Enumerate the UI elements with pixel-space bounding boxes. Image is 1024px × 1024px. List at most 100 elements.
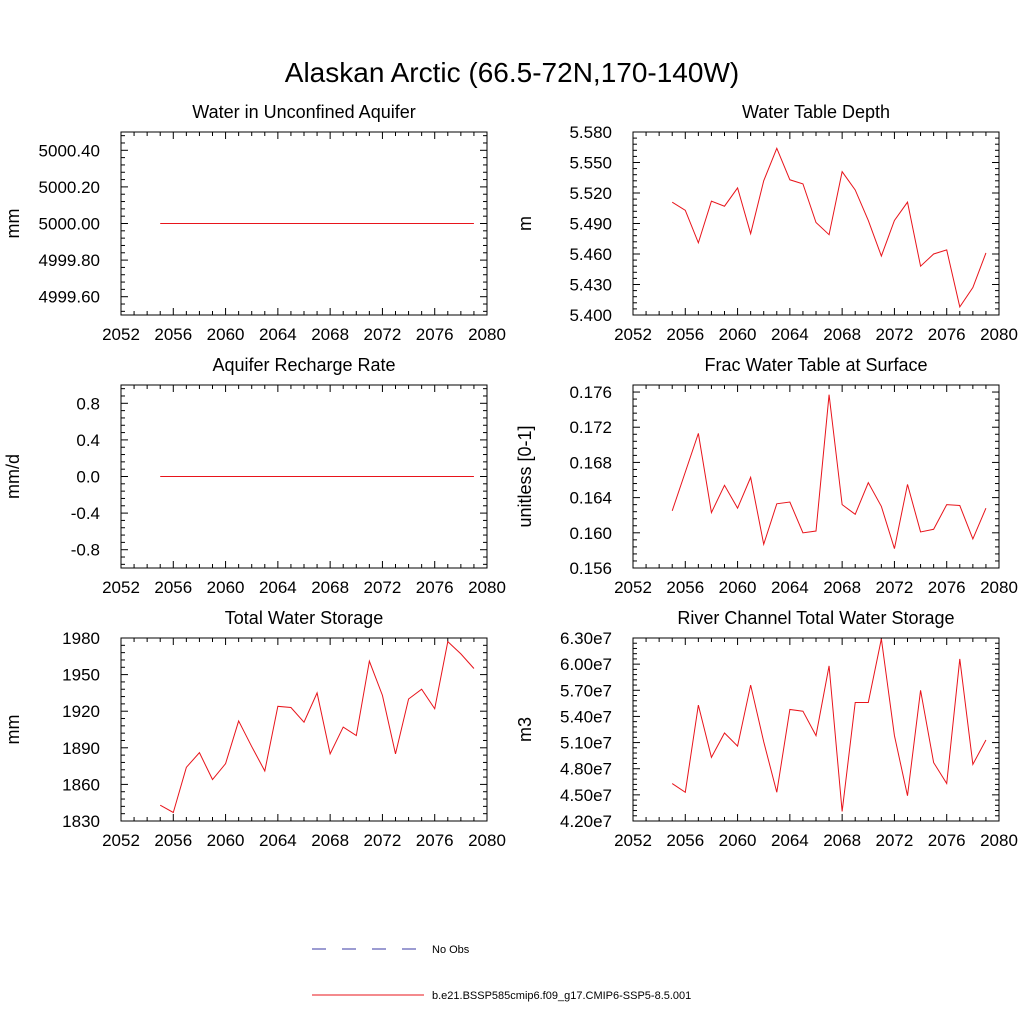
x-tick-label: 2072 [876, 578, 914, 597]
x-tick-label: 2068 [311, 325, 349, 344]
x-tick-label: 2056 [666, 325, 704, 344]
x-tick-label: 2056 [154, 325, 192, 344]
series-line [671, 146, 987, 309]
y-tick-label: 1890 [62, 739, 100, 758]
x-tick-label: 2072 [364, 325, 402, 344]
series-line [671, 638, 987, 812]
y-tick-label: 1950 [62, 666, 100, 685]
plot-frame [632, 131, 1000, 316]
y-tick-label: 0.176 [569, 383, 612, 402]
y-tick-label: 5.430 [569, 276, 612, 295]
x-tick-label: 2076 [928, 325, 966, 344]
plot-frame [632, 384, 1000, 569]
x-tick-label: 2056 [666, 578, 704, 597]
y-tick-label: 5.400 [569, 306, 612, 325]
x-tick-label: 2080 [468, 578, 506, 597]
y-tick-label: 0.168 [569, 453, 612, 472]
y-tick-label: -0.4 [71, 504, 100, 523]
x-tick-label: 2056 [154, 831, 192, 850]
y-tick-label: 0.4 [76, 431, 100, 450]
y-tick-label: 6.00e7 [560, 655, 612, 674]
y-axis-label: mm/d [3, 454, 23, 499]
y-tick-label: 1920 [62, 702, 100, 721]
x-tick-label: 2064 [259, 325, 297, 344]
panel-4: Frac Water Table at Surface unitless [0-1… [515, 355, 1018, 597]
x-tick-label: 2072 [876, 325, 914, 344]
x-tick-label: 2060 [207, 325, 245, 344]
x-tick-label: 2064 [259, 831, 297, 850]
y-tick-label: 5000.00 [39, 215, 100, 234]
x-tick-label: 2052 [102, 578, 140, 597]
y-tick-label: 1980 [62, 629, 100, 648]
y-axis-label: mm [3, 209, 23, 239]
x-tick-label: 2076 [416, 325, 454, 344]
x-tick-label: 2080 [980, 325, 1018, 344]
y-tick-label: 5.490 [569, 215, 612, 234]
x-tick-label: 2052 [102, 831, 140, 850]
panel-1: Water in Unconfined Aquifer mm 2052 2056 206… [3, 102, 506, 344]
y-tick-label: 1830 [62, 812, 100, 831]
legend-model-label: b.e21.BSSP585cmip6.f09_g17.CMIP6-SSP5-8.… [432, 990, 691, 1002]
x-tick-label: 2068 [823, 831, 861, 850]
y-tick-label: 5.70e7 [560, 681, 612, 700]
y-tick-label: 0.164 [569, 489, 612, 508]
y-tick-label: 4.80e7 [560, 760, 612, 779]
figure-title: Alaskan Arctic (66.5-72N,170-140W) [285, 57, 739, 88]
y-tick-label: 6.30e7 [560, 629, 612, 648]
x-tick-label: 2060 [207, 578, 245, 597]
panel-title: Frac Water Table at Surface [704, 355, 927, 375]
panels: Water in Unconfined Aquifer mm 2052 2056 206… [3, 102, 1018, 850]
panel-6: River Channel Total Water Storage m3 2052 2… [515, 608, 1018, 850]
x-tick-label: 2072 [876, 831, 914, 850]
x-tick-label: 2080 [980, 831, 1018, 850]
y-tick-label: 5.550 [569, 154, 612, 173]
legend: No Obs b.e21.BSSP585cmip6.f09_g17.CMIP6-… [312, 944, 691, 1002]
x-tick-label: 2052 [614, 831, 652, 850]
y-tick-label: 0.160 [569, 524, 612, 543]
panel-title: Water in Unconfined Aquifer [192, 102, 415, 122]
x-tick-label: 2060 [719, 831, 757, 850]
y-tick-label: 5.580 [569, 123, 612, 142]
panel-title: Aquifer Recharge Rate [212, 355, 395, 375]
x-tick-label: 2060 [207, 831, 245, 850]
y-tick-label: 0.156 [569, 559, 612, 578]
x-tick-label: 2068 [823, 325, 861, 344]
x-tick-label: 2056 [154, 578, 192, 597]
x-tick-label: 2052 [102, 325, 140, 344]
x-tick-label: 2064 [771, 578, 809, 597]
panel-title: Total Water Storage [225, 608, 383, 628]
x-tick-label: 2072 [364, 578, 402, 597]
x-tick-label: 2052 [614, 325, 652, 344]
x-tick-label: 2076 [928, 831, 966, 850]
y-tick-label: 5.460 [569, 245, 612, 264]
x-tick-label: 2068 [823, 578, 861, 597]
x-tick-label: 2068 [311, 831, 349, 850]
y-tick-label: 0.8 [76, 394, 100, 413]
y-tick-label: 1860 [62, 775, 100, 794]
x-tick-label: 2056 [666, 831, 704, 850]
series-line [159, 640, 475, 814]
panel-3: Aquifer Recharge Rate mm/d 2052 2056 2060 206… [3, 355, 506, 597]
panel-2: Water Table Depth m 2052 2056 2060 2064 2068 20… [515, 102, 1018, 344]
y-tick-label: 5.520 [569, 184, 612, 203]
x-tick-label: 2080 [468, 831, 506, 850]
y-tick-label: 4999.80 [39, 251, 100, 270]
x-tick-label: 2076 [928, 578, 966, 597]
x-tick-label: 2068 [311, 578, 349, 597]
y-axis-label: mm [3, 715, 23, 745]
y-tick-label: 5000.40 [39, 141, 100, 160]
x-tick-label: 2080 [980, 578, 1018, 597]
y-axis-label: unitless [0-1] [515, 425, 535, 527]
y-tick-label: 4.20e7 [560, 812, 612, 831]
x-tick-label: 2052 [614, 578, 652, 597]
y-tick-label: 5.10e7 [560, 734, 612, 753]
x-tick-label: 2080 [468, 325, 506, 344]
x-tick-label: 2076 [416, 578, 454, 597]
x-tick-label: 2076 [416, 831, 454, 850]
legend-obs-label: No Obs [432, 944, 470, 956]
x-tick-label: 2064 [771, 325, 809, 344]
panel-title: Water Table Depth [742, 102, 890, 122]
y-tick-label: 5000.20 [39, 178, 100, 197]
x-tick-label: 2072 [364, 831, 402, 850]
panel-title: River Channel Total Water Storage [677, 608, 954, 628]
